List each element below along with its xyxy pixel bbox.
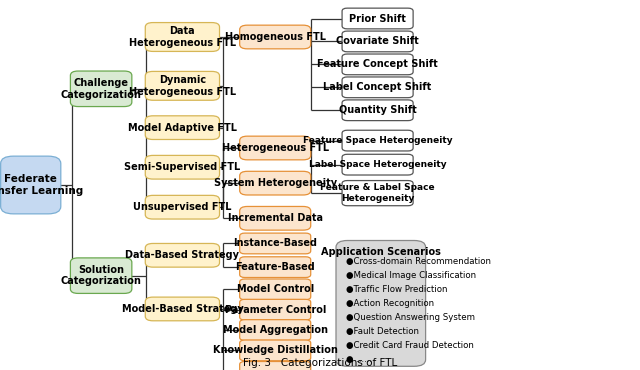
Text: ●Cross-domain Recommendation: ●Cross-domain Recommendation: [346, 257, 491, 266]
FancyBboxPatch shape: [145, 23, 220, 51]
Text: ● ......: ● ......: [346, 355, 372, 364]
Text: Parameter Control: Parameter Control: [225, 305, 326, 315]
FancyBboxPatch shape: [342, 100, 413, 121]
Text: Model Control: Model Control: [237, 284, 314, 295]
Text: ●Fault Detection: ●Fault Detection: [346, 327, 419, 336]
Text: ●Action Recognition: ●Action Recognition: [346, 299, 434, 308]
Text: Feature Concept Shift: Feature Concept Shift: [317, 59, 438, 70]
FancyBboxPatch shape: [240, 233, 311, 254]
Text: Unsupervised FTL: Unsupervised FTL: [133, 202, 232, 212]
FancyBboxPatch shape: [342, 31, 413, 52]
FancyBboxPatch shape: [70, 258, 132, 293]
Text: Application Scenarios: Application Scenarios: [321, 246, 441, 257]
FancyBboxPatch shape: [145, 71, 220, 100]
Text: Feature-Based: Feature-Based: [236, 262, 315, 272]
Text: Label Space Heterogeneity: Label Space Heterogeneity: [308, 160, 447, 169]
Text: Data-Based Strategy: Data-Based Strategy: [125, 250, 239, 260]
Text: Incremental Data: Incremental Data: [228, 213, 323, 223]
Text: Quantity Shift: Quantity Shift: [339, 105, 417, 115]
FancyBboxPatch shape: [145, 116, 220, 139]
Text: ●Medical Image Classification: ●Medical Image Classification: [346, 271, 476, 280]
FancyBboxPatch shape: [145, 155, 220, 179]
Text: Homogeneous FTL: Homogeneous FTL: [225, 32, 326, 42]
Text: Model-Based Strategy: Model-Based Strategy: [122, 304, 243, 314]
Text: Label Concept Shift: Label Concept Shift: [323, 82, 432, 92]
Text: Federate
Transfer Learning: Federate Transfer Learning: [0, 174, 83, 196]
Text: ●Credit Card Fraud Detection: ●Credit Card Fraud Detection: [346, 341, 474, 350]
Text: Solution
Categorization: Solution Categorization: [61, 265, 141, 286]
Text: Heterogeneous FTL: Heterogeneous FTL: [221, 143, 329, 153]
Text: Semi-Supervised FTL: Semi-Supervised FTL: [124, 162, 241, 172]
FancyBboxPatch shape: [336, 240, 426, 366]
Text: Model Adaptive FTL: Model Adaptive FTL: [128, 122, 237, 133]
Text: Instance-Based: Instance-Based: [233, 238, 317, 249]
Text: ......: ......: [266, 367, 284, 370]
Text: Fig. 3   Categorizations of FTL: Fig. 3 Categorizations of FTL: [243, 357, 397, 368]
FancyBboxPatch shape: [342, 130, 413, 151]
Text: ●Question Answering System: ●Question Answering System: [346, 313, 475, 322]
FancyBboxPatch shape: [240, 136, 311, 160]
FancyBboxPatch shape: [342, 154, 413, 175]
Text: Knowledge Distillation: Knowledge Distillation: [212, 345, 338, 356]
FancyBboxPatch shape: [240, 320, 311, 340]
Text: Dynamic
Heterogeneous FTL: Dynamic Heterogeneous FTL: [129, 75, 236, 97]
Text: Feature & Label Space
Heterogeneity: Feature & Label Space Heterogeneity: [320, 184, 435, 203]
Text: ●Traffic Flow Prediction: ●Traffic Flow Prediction: [346, 285, 447, 294]
FancyBboxPatch shape: [240, 299, 311, 320]
FancyBboxPatch shape: [145, 195, 220, 219]
FancyBboxPatch shape: [342, 54, 413, 75]
FancyBboxPatch shape: [342, 77, 413, 98]
FancyBboxPatch shape: [342, 8, 413, 29]
Text: Model Aggregation: Model Aggregation: [223, 325, 328, 335]
FancyBboxPatch shape: [240, 206, 311, 230]
FancyBboxPatch shape: [342, 181, 413, 206]
Text: Prior Shift: Prior Shift: [349, 13, 406, 24]
FancyBboxPatch shape: [240, 257, 311, 278]
Text: System Heterogeneity: System Heterogeneity: [214, 178, 337, 188]
FancyBboxPatch shape: [240, 361, 311, 370]
FancyBboxPatch shape: [70, 71, 132, 107]
FancyBboxPatch shape: [240, 25, 311, 49]
FancyBboxPatch shape: [145, 243, 220, 267]
Text: Covariate Shift: Covariate Shift: [336, 36, 419, 47]
FancyBboxPatch shape: [1, 156, 61, 214]
FancyBboxPatch shape: [145, 297, 220, 321]
Text: Data
Heterogeneous FTL: Data Heterogeneous FTL: [129, 26, 236, 48]
FancyBboxPatch shape: [240, 340, 311, 361]
Text: Feature Space Heterogeneity: Feature Space Heterogeneity: [303, 136, 452, 145]
Text: Challenge
Categorization: Challenge Categorization: [61, 78, 141, 100]
FancyBboxPatch shape: [240, 279, 311, 300]
FancyBboxPatch shape: [240, 171, 311, 195]
